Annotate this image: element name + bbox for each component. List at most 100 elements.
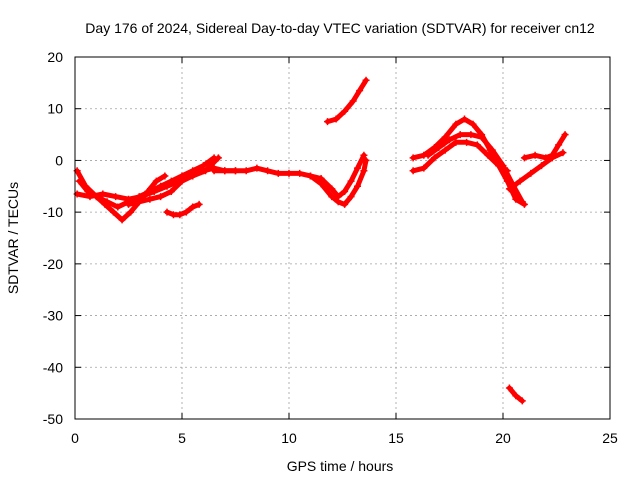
data-point <box>349 97 357 105</box>
x-tick-label: 5 <box>178 430 186 446</box>
x-tick-label: 0 <box>71 430 79 446</box>
data-point <box>189 203 197 211</box>
data-point <box>460 115 468 123</box>
x-tick-label: 15 <box>388 430 404 446</box>
x-tick-label: 25 <box>602 430 618 446</box>
data-point <box>317 180 325 188</box>
data-point <box>559 149 567 157</box>
series-track-e <box>163 200 203 219</box>
data-point <box>264 167 272 175</box>
data-point <box>232 167 239 175</box>
data-point <box>214 154 222 162</box>
data-point <box>332 115 340 123</box>
data-point <box>435 144 443 151</box>
data-point <box>167 187 175 195</box>
series-track-m <box>520 131 569 162</box>
plot-frame <box>74 56 611 420</box>
data-point <box>189 172 197 180</box>
data-point <box>146 195 154 203</box>
data-point <box>341 107 349 115</box>
series-track-k <box>424 131 526 206</box>
y-tick-label: 10 <box>47 101 63 117</box>
data-point <box>353 164 361 172</box>
data-point <box>306 172 314 180</box>
data-point <box>127 208 135 216</box>
data-point <box>520 154 528 162</box>
data-point <box>341 200 349 208</box>
x-axis-label: GPS time / hours <box>287 458 394 474</box>
series-track-n <box>505 384 526 405</box>
data-point <box>362 76 370 84</box>
data-point <box>473 141 481 149</box>
data-point <box>452 138 460 146</box>
data-point <box>328 185 336 193</box>
y-axis-label: SDTVAR / TECUs <box>5 182 21 294</box>
data-point <box>169 211 177 219</box>
data-point <box>512 392 520 400</box>
data-point <box>114 203 122 211</box>
data-point <box>518 198 526 206</box>
data-point <box>478 133 486 141</box>
data-point <box>431 154 439 162</box>
series-line <box>325 77 369 125</box>
data-point <box>505 384 513 392</box>
data-point <box>488 146 496 154</box>
data-point <box>341 187 349 195</box>
tick-layer: 0 5 10 15 20 25 -50 -40 -30 -20 -10 0 10 20 <box>43 49 618 446</box>
data-point <box>324 118 332 126</box>
data-point <box>499 162 507 170</box>
data-point <box>441 133 449 141</box>
data-point <box>125 200 132 208</box>
data-point <box>195 200 203 208</box>
y-tick-label: -30 <box>43 308 63 324</box>
data-point <box>86 193 94 201</box>
data-point <box>441 146 449 154</box>
y-tick-label: 20 <box>47 49 63 65</box>
data-point <box>210 167 218 175</box>
data-point <box>285 169 293 177</box>
data-point <box>452 120 460 128</box>
data-point <box>362 156 370 164</box>
grid-layer <box>75 57 610 419</box>
series-track-j <box>409 138 511 175</box>
data-point <box>561 131 569 139</box>
series-track-h <box>324 76 370 126</box>
series-line <box>410 139 510 174</box>
data-point <box>548 151 556 159</box>
y-tick-label: 0 <box>55 152 63 168</box>
data-point <box>456 131 464 139</box>
chart-title: Day 176 of 2024, Sidereal Day-to-day VTE… <box>85 20 595 36</box>
data-point <box>99 190 107 198</box>
data-point <box>101 200 109 208</box>
data-point <box>542 154 550 162</box>
data-point <box>118 216 126 224</box>
data-point <box>328 193 336 201</box>
data-point <box>110 208 118 216</box>
x-tick-label: 10 <box>281 430 297 446</box>
data-point <box>112 193 120 201</box>
data-point <box>484 151 492 159</box>
data-point <box>424 151 432 159</box>
data-point <box>353 182 361 190</box>
data-point <box>516 177 524 185</box>
data-point <box>555 141 563 149</box>
data-point <box>347 193 355 201</box>
data-point <box>505 185 513 193</box>
data-point <box>409 167 417 175</box>
series-line <box>425 132 525 205</box>
data-point <box>178 177 186 185</box>
data-point <box>182 208 190 216</box>
data-point <box>446 136 453 144</box>
data-point <box>157 193 165 201</box>
y-tick-label: -50 <box>43 411 63 427</box>
data-point <box>274 169 282 177</box>
data-point <box>469 120 477 128</box>
data-point <box>538 162 546 170</box>
data-point <box>75 177 83 185</box>
data-point <box>347 177 355 185</box>
data-point <box>135 198 143 206</box>
data-point <box>242 167 250 175</box>
y-tick-label: -20 <box>43 256 63 272</box>
data-point <box>463 138 471 146</box>
data-point <box>527 169 535 177</box>
